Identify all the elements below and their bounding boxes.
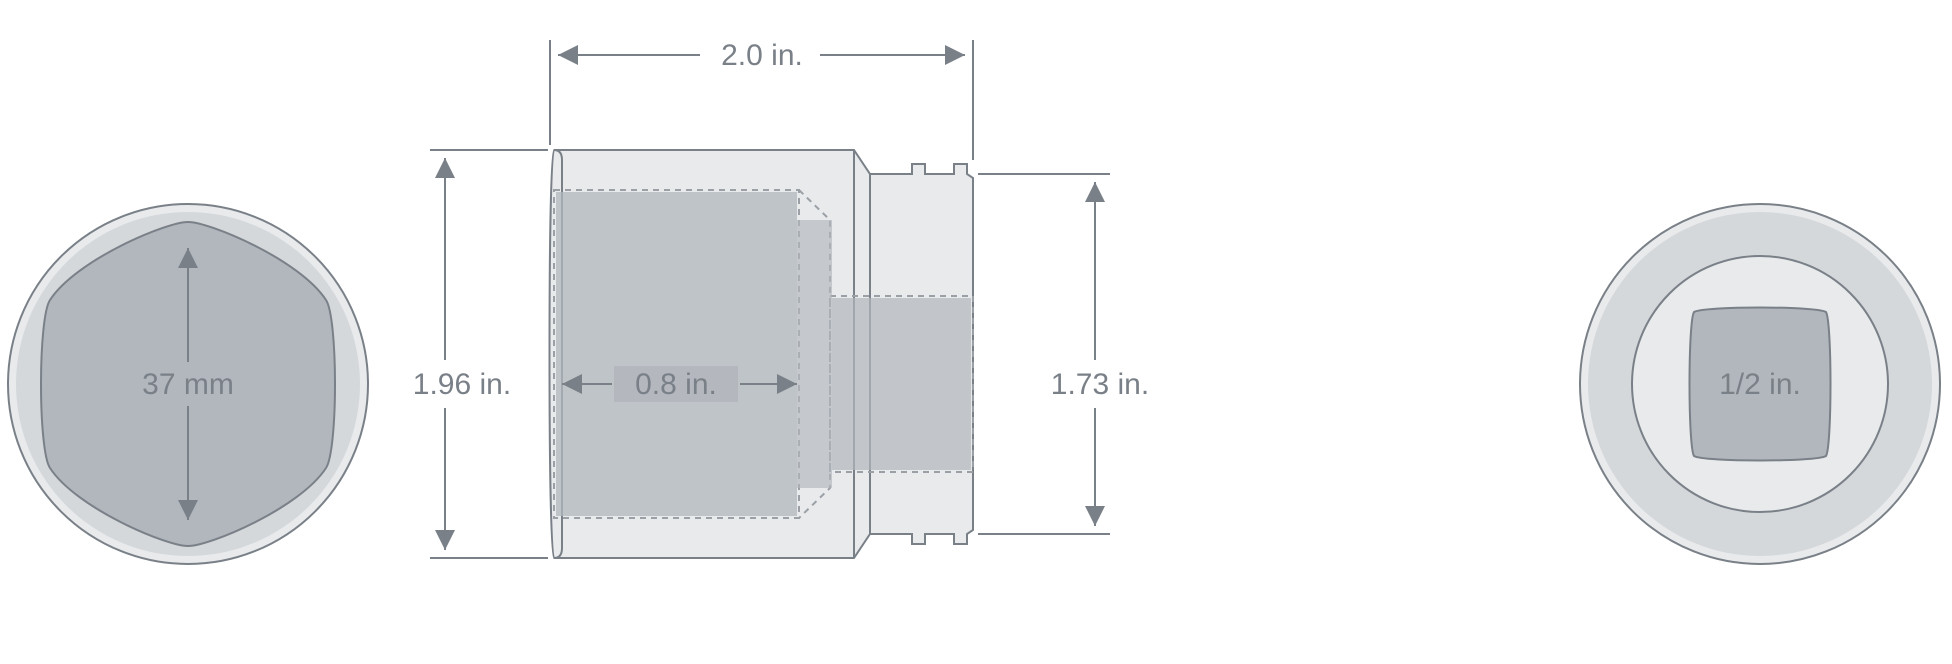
overall-length-label: 2.0 in. (721, 39, 803, 72)
overall-height-label: 1.96 in. (413, 368, 511, 401)
hex-size-label: 37 mm (142, 368, 234, 401)
drive-height-label-2: 1.73 in. (1051, 368, 1149, 401)
back-view: 1/2 in. (1580, 204, 1940, 564)
side-view (550, 150, 974, 558)
front-view: 37 mm (8, 204, 368, 564)
bore-depth-label: 0.8 in. (635, 368, 717, 401)
drive-size-label: 1/2 in. (1719, 368, 1801, 401)
